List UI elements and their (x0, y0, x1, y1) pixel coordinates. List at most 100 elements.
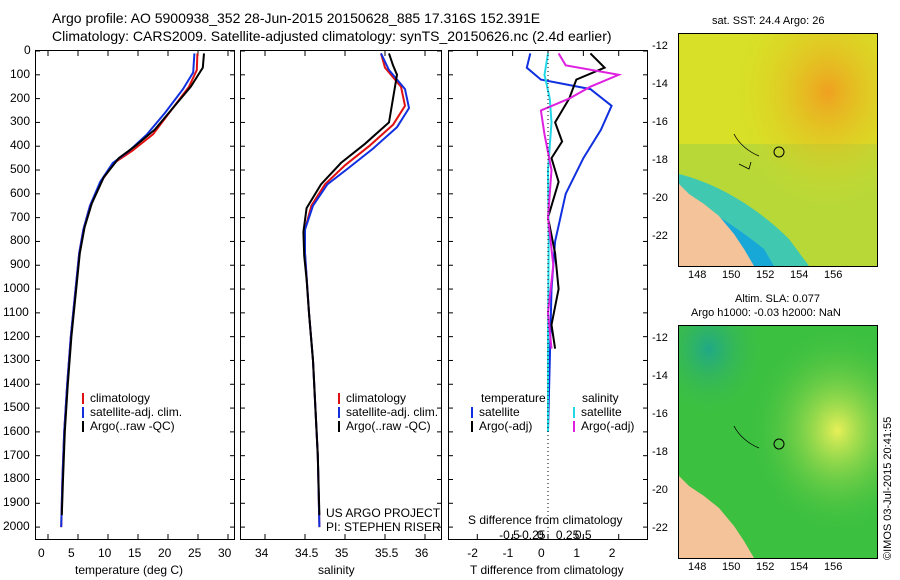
legend-entry: climatology (90, 391, 151, 405)
sst-map-lat-tick: -22 (652, 230, 668, 242)
argo-location-marker (773, 146, 785, 158)
depth-tick-label: 300 (10, 114, 31, 129)
x-tick-label: 34.5 (295, 546, 319, 560)
depth-tick-label: 1800 (3, 471, 30, 486)
x-tick-label: 35.5 (375, 546, 399, 560)
x2-tick-label: -0.5 (499, 528, 520, 542)
x-tick-label: -1 (502, 546, 514, 560)
x-tick-label: 34 (255, 546, 269, 560)
x2-tick-label: 0.5 (574, 528, 592, 542)
x-tick-label: 20 (158, 546, 172, 560)
temperature-panel (35, 50, 235, 540)
sla-map-lat-tick: -18 (652, 446, 668, 458)
series-line-argo-raw-qc- (302, 53, 399, 516)
depth-tick-label: 2000 (3, 519, 30, 534)
depth-tick-label: 1100 (3, 304, 29, 319)
x-tick-label: 35 (335, 546, 349, 560)
title-line-1: Argo profile: AO 5900938_352 28-Jun-2015… (52, 10, 541, 26)
temperature-chart (36, 50, 234, 539)
depth-tick-label: 1200 (3, 328, 30, 343)
x-tick-label: 36 (415, 546, 429, 560)
legend-entry: climatology (346, 391, 407, 405)
x-tick-label: 1 (573, 546, 581, 560)
title-line-2: Climatology: CARS2009. Satellite-adjuste… (52, 28, 612, 44)
legend-entry: Argo(..raw -QC) (346, 419, 431, 433)
depth-tick-label: 600 (10, 185, 31, 200)
salinity-panel (240, 50, 442, 540)
difference-xlabel-2: S difference from climatology (468, 513, 623, 527)
x-tick-label: 0 (538, 546, 545, 560)
depth-tick-label: 500 (10, 162, 31, 177)
sst-map (678, 33, 878, 267)
difference-panel (448, 50, 648, 540)
sla-map (678, 325, 878, 559)
sla-map-image (679, 326, 877, 558)
sla-map-lat-tick: -16 (652, 408, 668, 420)
depth-tick-label: 700 (10, 209, 31, 224)
legend-swatch (82, 393, 84, 404)
x2-tick-label: 0 (537, 528, 544, 542)
sla-map-lat-tick: -22 (652, 522, 668, 534)
sla-map-lon-tick: 148 (688, 561, 707, 573)
legend-swatch (471, 421, 473, 432)
depth-tick-label: 900 (10, 257, 31, 272)
legend-title-salinity: salinity (582, 391, 619, 405)
legend-entry: Argo(..raw -QC) (90, 419, 175, 433)
altim-map-title-1: Altim. SLA: 0.077 (735, 293, 820, 305)
depth-tick-label: 1500 (3, 400, 30, 415)
sla-map-lat-tick: -20 (652, 484, 668, 496)
salinity-xlabel: salinity (318, 563, 355, 577)
legend-entry: satellite (479, 405, 520, 419)
coastline-land (679, 184, 754, 266)
depth-tick-label: 1400 (3, 376, 30, 391)
legend-swatch (82, 407, 84, 418)
x-tick-label: 15 (128, 546, 142, 560)
temperature-xlabel: temperature (deg C) (75, 563, 184, 577)
sst-map-lat-tick: -20 (652, 192, 668, 204)
x2-tick-label: 0.25 (555, 528, 580, 542)
x-tick-label: 25 (188, 546, 202, 560)
argo-location-marker-2 (773, 438, 785, 450)
legend-entry: satellite (581, 405, 622, 419)
difference-chart (449, 50, 647, 539)
imos-timestamp: ©IMOS 03-Jul-2015 20:41:55 (882, 416, 894, 560)
sst-map-lon-tick: 156 (824, 269, 843, 281)
depth-tick-label: 1300 (3, 352, 30, 367)
sst-map-title: sat. SST: 24.4 Argo: 26 (712, 15, 825, 27)
x-tick-label: -2 (467, 546, 478, 560)
series-line-climatology (304, 53, 407, 528)
depth-tick-label: 200 (10, 90, 31, 105)
x-tick-label: 10 (98, 546, 112, 560)
sst-map-lon-tick: 154 (790, 269, 809, 281)
sst-map-lat-tick: -18 (652, 154, 668, 166)
sla-map-lon-tick: 156 (824, 561, 843, 573)
series-line-climatology (60, 53, 199, 528)
depth-tick-label: 800 (10, 233, 31, 248)
series-line-t-satellite (525, 53, 613, 432)
sst-map-lon-tick: 150 (722, 269, 741, 281)
legend-entry: satellite-adj. clim. (346, 405, 439, 419)
sst-map-lon-tick: 148 (688, 269, 707, 281)
x-tick-label: 30 (218, 546, 232, 560)
sla-map-lat-tick: -14 (652, 370, 668, 382)
sla-map-lat-tick: -12 (652, 332, 668, 344)
sst-map-lat-tick: -14 (652, 78, 668, 90)
sst-map-image (679, 34, 877, 266)
salinity-chart (241, 50, 441, 539)
legend-swatch (573, 407, 575, 418)
legend-swatch (573, 421, 575, 432)
x2-tick-label: -0.25 (518, 528, 546, 542)
sst-map-lat-tick: -12 (652, 40, 668, 52)
sla-map-lon-tick: 154 (790, 561, 809, 573)
series-line-t-argo-adj- (546, 52, 607, 349)
legend-swatch (471, 407, 473, 418)
sst-map-lon-tick: 152 (756, 269, 775, 281)
altim-map-title-2: Argo h1000: -0.03 h2000: NaN (691, 307, 841, 319)
legend-swatch (338, 407, 340, 418)
legend-entry: satellite-adj. clim. (90, 405, 183, 419)
depth-tick-label: 1900 (3, 495, 30, 510)
sla-map-lon-tick: 152 (756, 561, 775, 573)
depth-tick-label: 0 (24, 43, 31, 57)
legend-entry: Argo(-adj) (581, 419, 635, 433)
pi-label: PI: STEPHEN RISER (326, 520, 441, 534)
